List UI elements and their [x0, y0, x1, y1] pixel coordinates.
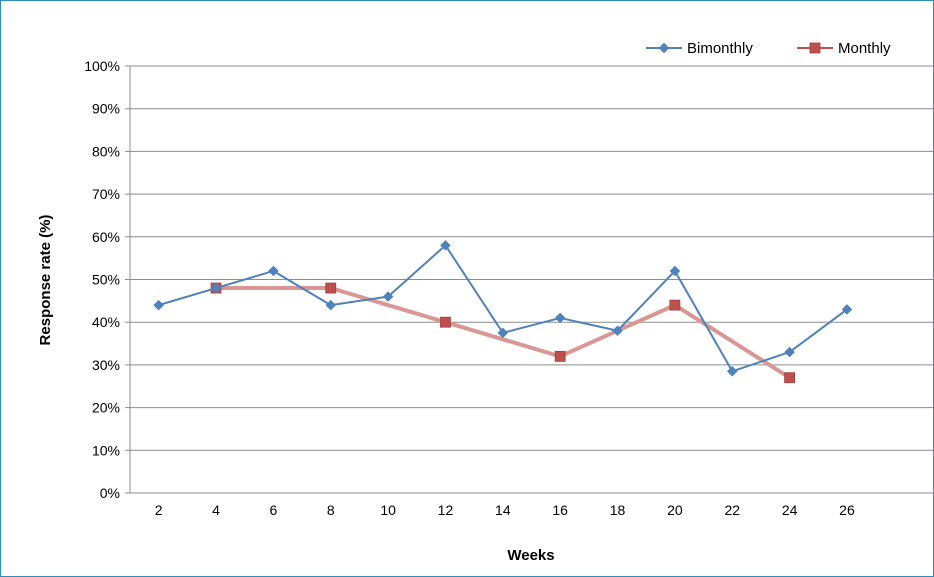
series-layer	[153, 239, 853, 384]
data-point-diamond	[153, 299, 165, 311]
data-point-square	[784, 372, 796, 384]
y-tick-label: 10%	[92, 442, 120, 458]
y-axis-ticks: 0% 10% 20% 30% 40% 50% 60% 70% 80% 90% 100%	[84, 58, 130, 501]
x-axis-ticks: 2 4 6 8 10 12 14 16 18 20 22 24 26	[155, 502, 855, 518]
x-tick-label: 24	[782, 502, 798, 518]
x-tick-label: 10	[380, 502, 396, 518]
y-tick-label: 80%	[92, 143, 120, 159]
legend-item-bimonthly: Bimonthly	[646, 40, 753, 57]
x-tick-label: 6	[269, 502, 277, 518]
data-point-diamond	[554, 312, 566, 324]
legend-marker	[809, 42, 821, 54]
series-bimonthly	[153, 239, 853, 377]
legend-label: Monthly	[838, 40, 891, 57]
y-tick-label: 70%	[92, 186, 120, 202]
data-point-diamond	[726, 365, 738, 377]
x-tick-label: 18	[610, 502, 626, 518]
data-point-diamond	[268, 265, 279, 277]
y-tick-label: 100%	[84, 58, 120, 74]
data-point-diamond	[440, 239, 451, 251]
y-tick-label: 90%	[92, 101, 120, 117]
x-tick-label: 20	[667, 502, 683, 518]
data-point-diamond	[612, 325, 623, 337]
legend-item-monthly: Monthly	[797, 40, 891, 57]
data-point-diamond	[841, 304, 853, 315]
x-tick-label: 16	[552, 502, 568, 518]
data-point-diamond	[382, 291, 394, 302]
x-tick-label: 2	[155, 502, 163, 518]
x-tick-label: 4	[212, 502, 220, 518]
series-line	[158, 244, 848, 373]
legend-marker	[658, 42, 670, 54]
series-line	[216, 286, 791, 380]
y-tick-label: 20%	[92, 400, 120, 416]
data-point-diamond	[210, 282, 222, 294]
data-point-square	[554, 350, 566, 362]
y-tick-label: 40%	[92, 314, 120, 330]
data-point-diamond	[325, 299, 337, 311]
data-point-diamond	[784, 346, 795, 358]
x-tick-label: 14	[495, 502, 511, 518]
x-tick-label: 26	[839, 502, 855, 518]
data-point-square	[669, 299, 681, 311]
x-tick-label: 8	[327, 502, 335, 518]
data-point-square	[440, 316, 451, 328]
data-point-square	[325, 282, 337, 294]
legend-label: Bimonthly	[687, 40, 753, 57]
y-axis-title: Response rate (%)	[37, 215, 54, 346]
x-tick-label: 22	[724, 502, 740, 518]
y-tick-label: 60%	[92, 229, 120, 245]
gridlines	[130, 65, 933, 494]
data-point-diamond	[669, 265, 681, 277]
x-tick-label: 12	[438, 502, 454, 518]
x-axis-title: Weeks	[507, 547, 554, 564]
legend: Bimonthly Monthly	[646, 40, 891, 57]
y-tick-label: 30%	[92, 357, 120, 373]
y-tick-label: 50%	[92, 272, 120, 288]
y-tick-label: 0%	[100, 485, 120, 501]
data-point-diamond	[497, 327, 509, 339]
